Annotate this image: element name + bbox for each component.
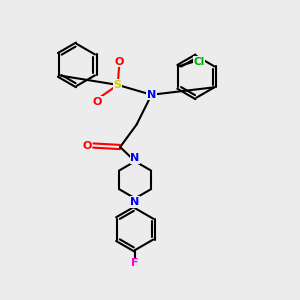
- Text: S: S: [114, 80, 122, 90]
- Text: Cl: Cl: [194, 57, 205, 67]
- Text: O: O: [82, 140, 92, 151]
- Text: N: N: [147, 90, 156, 100]
- Text: O: O: [115, 57, 124, 67]
- Text: N: N: [130, 153, 140, 164]
- Text: N: N: [130, 197, 140, 207]
- Text: F: F: [131, 259, 139, 269]
- Text: O: O: [93, 97, 102, 107]
